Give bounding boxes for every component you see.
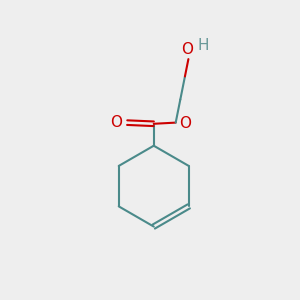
Text: O: O [181, 42, 193, 57]
Text: O: O [111, 115, 123, 130]
Text: O: O [179, 116, 191, 131]
Text: H: H [198, 38, 209, 53]
